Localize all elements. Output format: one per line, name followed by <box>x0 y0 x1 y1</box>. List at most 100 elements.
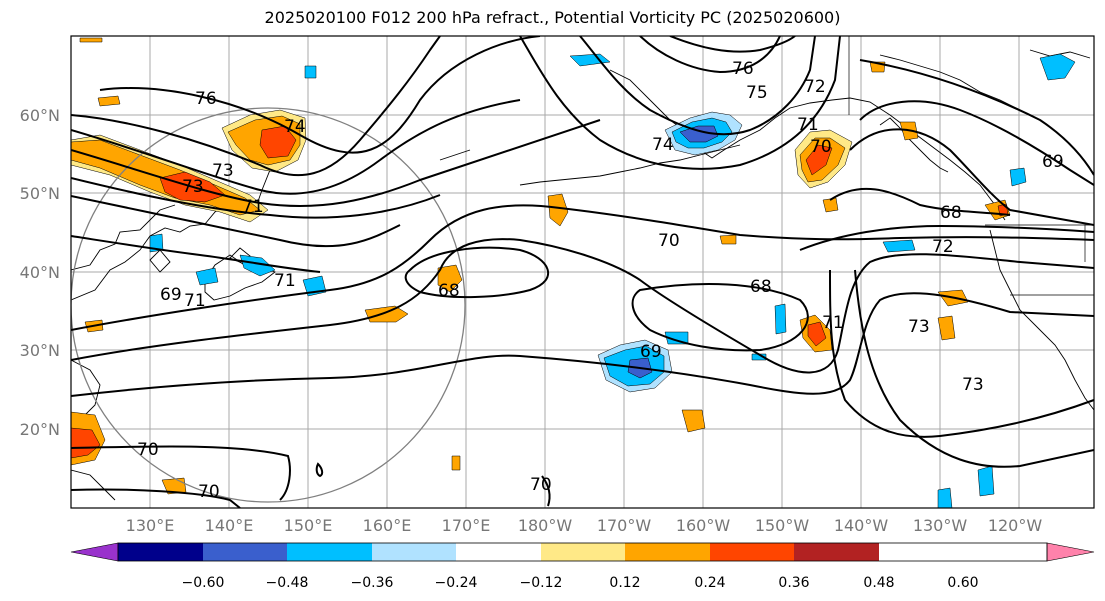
contour-label: 73 <box>962 375 984 395</box>
contour-label: 70 <box>530 475 552 495</box>
pv-patch <box>239 254 276 277</box>
contour-label: 68 <box>750 277 772 297</box>
lon-label: 170°W <box>597 516 652 535</box>
pv-patch <box>1009 167 1027 187</box>
lon-label: 140°W <box>834 516 889 535</box>
map-title: 2025020100 F012 200 hPa refract., Potent… <box>264 8 841 27</box>
latitude-labels: 60°N 50°N 40°N 30°N 20°N <box>20 106 60 439</box>
lon-label: 180°W <box>518 516 573 535</box>
contour-label: 73 <box>908 317 930 337</box>
map-area: 76 76 75 72 74 74 71 70 73 69 68 72 70 6… <box>71 36 1094 508</box>
contour-label: 71 <box>797 115 819 135</box>
lon-label: 160°W <box>676 516 731 535</box>
contour-label: 73 <box>212 161 234 181</box>
lat-label: 50°N <box>20 184 60 203</box>
contour-label: 75 <box>746 83 768 103</box>
borders <box>848 36 1094 296</box>
colorbar-extend-left <box>70 542 119 562</box>
pv-patch <box>774 303 787 335</box>
lat-label: 30°N <box>20 341 60 360</box>
colorbar-tick-label: −0.36 <box>351 575 394 591</box>
colorbar-tick-label: 0.36 <box>778 575 809 591</box>
colorbar-segment <box>456 543 541 561</box>
lon-label: 150°E <box>284 516 333 535</box>
lon-label: 130°W <box>913 516 968 535</box>
colorbar-segment <box>541 543 625 561</box>
pv-patch <box>79 37 103 43</box>
pv-patch <box>547 193 569 227</box>
colorbar-segment <box>118 543 203 561</box>
pv-patch <box>937 315 956 341</box>
lon-label: 130°E <box>126 516 175 535</box>
pv-patch <box>805 144 833 176</box>
pv-patch <box>1039 53 1076 81</box>
refractivity-contours <box>71 36 1094 508</box>
colorbar-segment <box>625 543 710 561</box>
lon-label: 140°E <box>205 516 254 535</box>
contour-label: 70 <box>658 231 680 251</box>
lon-label: 120°W <box>988 516 1043 535</box>
contour-label: 73 <box>182 177 204 197</box>
contour-label: 71 <box>184 291 206 311</box>
map-frame <box>70 35 1095 509</box>
contour-label: 74 <box>284 117 306 137</box>
colorbar-tick-label: 0.60 <box>947 575 978 591</box>
colorbar-tick-label: 0.24 <box>694 575 725 591</box>
colorbar-tick-label: −0.48 <box>266 575 309 591</box>
pv-patch <box>807 321 827 347</box>
contour-labels: 76 76 75 72 74 74 71 70 73 69 68 72 70 6… <box>137 59 1064 502</box>
gridlines <box>71 36 1094 508</box>
coastlines <box>71 49 1094 501</box>
colorbar-segment <box>710 543 794 561</box>
lat-label: 60°N <box>20 106 60 125</box>
pv-patch <box>681 409 706 433</box>
lat-label: 20°N <box>20 420 60 439</box>
colorbar-tick-label: 0.48 <box>863 575 894 591</box>
pv-patch <box>364 305 409 323</box>
pv-patch <box>195 267 219 286</box>
contour-label: 71 <box>242 197 264 217</box>
colorbar-tick-label: −0.24 <box>435 575 478 591</box>
colorbar-extend-right <box>1046 542 1095 562</box>
pv-patch <box>569 53 611 67</box>
contour-label: 71 <box>274 271 296 291</box>
contour-label: 69 <box>1042 152 1064 172</box>
colorbar-segment <box>372 543 456 561</box>
contour-label: 72 <box>804 77 826 97</box>
colorbar-tick-label: −0.12 <box>520 575 563 591</box>
colorbar-segment <box>203 543 287 561</box>
pv-patch <box>304 65 317 79</box>
pv-patch <box>71 427 101 459</box>
colorbar-segment <box>794 543 879 561</box>
colorbar-tick-label: −0.60 <box>182 575 225 591</box>
colorbar-frame <box>117 542 1048 562</box>
colorbar: −0.60 −0.48 −0.36 −0.24 −0.12 0.12 0.24 … <box>70 542 1095 591</box>
lat-label: 40°N <box>20 263 60 282</box>
contour-label: 74 <box>652 135 674 155</box>
contour-label: 68 <box>940 203 962 223</box>
pv-patch <box>437 264 463 293</box>
colorbar-tick-label: 0.12 <box>609 575 640 591</box>
contour-label: 71 <box>822 313 844 333</box>
lon-label: 150°W <box>755 516 810 535</box>
contour-label: 68 <box>438 281 460 301</box>
pv-patch <box>882 239 916 253</box>
pv-patch <box>977 465 995 497</box>
lon-label: 160°E <box>363 516 412 535</box>
pv-patch <box>451 455 461 471</box>
contour-label: 70 <box>198 482 220 502</box>
contour-label: 72 <box>932 237 954 257</box>
contour-label: 70 <box>810 137 832 157</box>
contour-label: 69 <box>640 342 662 362</box>
pv-patch <box>97 95 121 107</box>
colorbar-segment <box>287 543 372 561</box>
pv-patch <box>679 125 719 143</box>
lon-label: 170°E <box>442 516 491 535</box>
range-circle <box>71 107 466 503</box>
contour-label: 69 <box>160 285 182 305</box>
contour-label: 76 <box>195 89 217 109</box>
contour-label: 76 <box>732 59 754 79</box>
pv-patch <box>161 477 187 495</box>
longitude-labels: 130°E 140°E 150°E 160°E 170°E 180°W 170°… <box>126 516 1043 535</box>
